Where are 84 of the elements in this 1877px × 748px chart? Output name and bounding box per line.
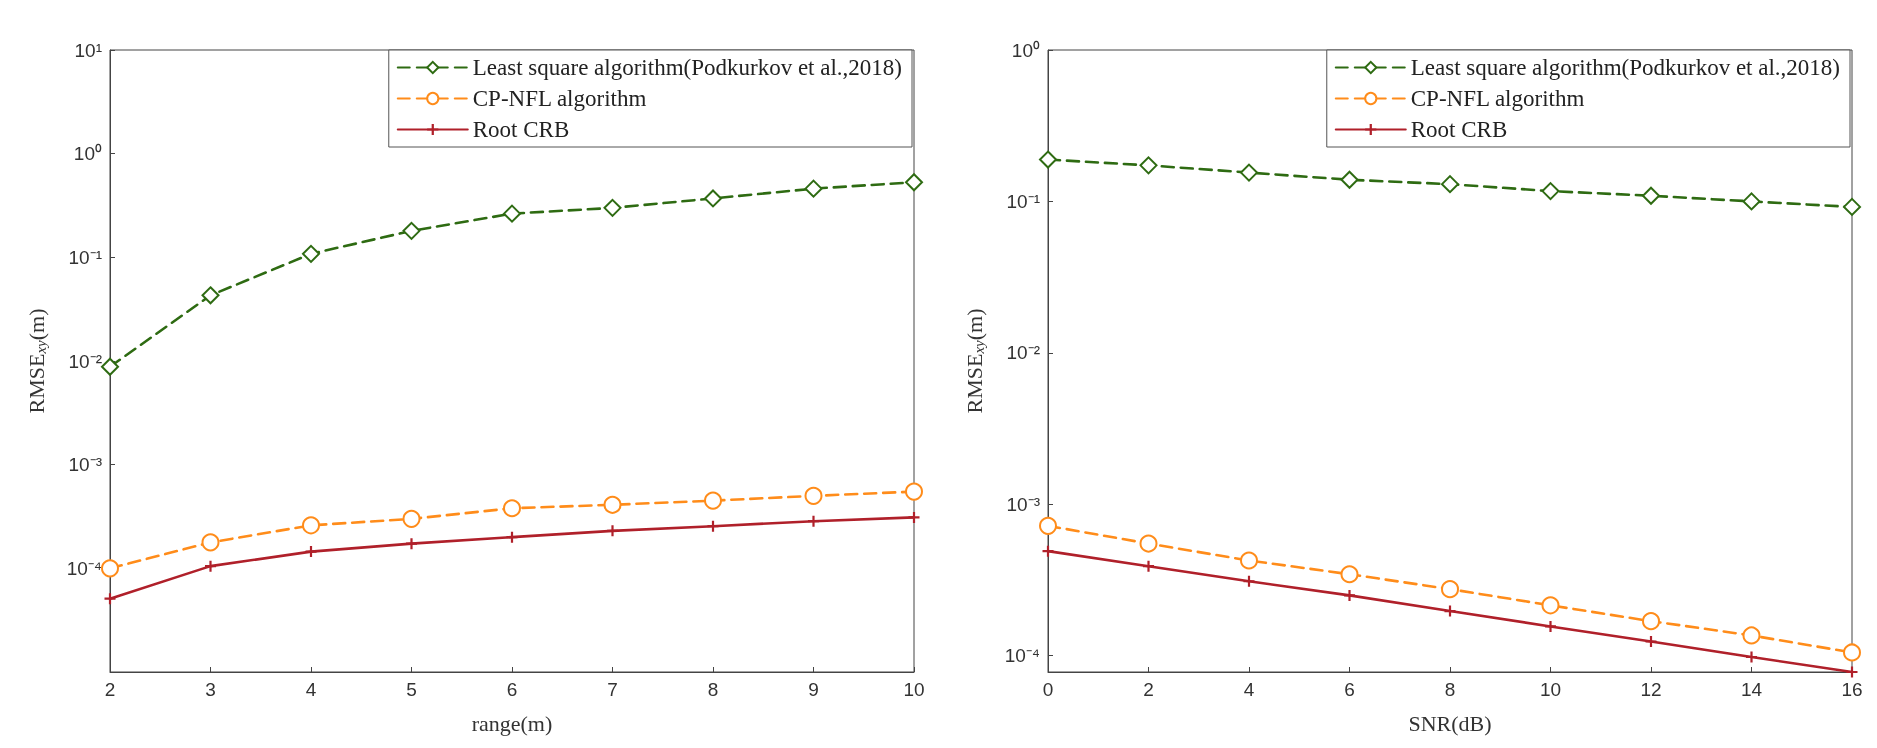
x-tick-label: 6 xyxy=(506,679,518,700)
x-tick-label: 2 xyxy=(1143,679,1154,700)
x-tick-label: 4 xyxy=(1243,679,1255,700)
point xyxy=(1642,612,1660,631)
x-tick-label: 16 xyxy=(1841,679,1863,700)
point xyxy=(302,244,320,263)
x-tick-label: 10 xyxy=(903,679,925,700)
point xyxy=(503,499,521,518)
point xyxy=(1139,156,1158,175)
x-tick-label: 10 xyxy=(1539,679,1562,700)
point xyxy=(607,525,618,537)
legend-label: Root CRB xyxy=(472,117,570,142)
point xyxy=(804,179,823,198)
x-tick-label: 14 xyxy=(1740,679,1763,700)
point xyxy=(1742,192,1761,211)
x-axis-title: SNR(dB) xyxy=(1408,710,1492,736)
y-tick-label: 10⁻³ xyxy=(68,454,102,476)
y-tick-label: 10⁰ xyxy=(73,143,102,165)
point xyxy=(1039,150,1057,169)
point xyxy=(1139,534,1158,553)
point xyxy=(603,495,622,514)
x-tick-label: 5 xyxy=(406,679,417,700)
point xyxy=(402,509,421,528)
point xyxy=(704,189,722,208)
y-axis-title: RMSExy(m) xyxy=(962,308,987,414)
point xyxy=(1742,626,1761,645)
point xyxy=(1240,551,1258,570)
point xyxy=(205,560,216,572)
point xyxy=(101,559,119,578)
point xyxy=(101,357,119,376)
point xyxy=(1441,175,1459,194)
point xyxy=(402,221,421,240)
point xyxy=(1340,170,1359,189)
legend-label: CP-NFL algorithm xyxy=(1410,86,1585,111)
point xyxy=(1843,643,1861,662)
point xyxy=(1545,620,1556,632)
y-tick-label: 10⁻¹ xyxy=(1006,190,1040,212)
point xyxy=(503,204,521,223)
point xyxy=(1645,636,1657,648)
point xyxy=(1642,186,1660,205)
point xyxy=(704,491,722,510)
x-tick-label: 8 xyxy=(1444,679,1456,700)
point xyxy=(1541,596,1560,615)
x-tick-label: 8 xyxy=(707,679,719,700)
x-tick-label: 7 xyxy=(607,679,618,700)
y-tick-label: 10⁻⁴ xyxy=(1004,645,1040,667)
point xyxy=(808,515,819,527)
y-tick-label: 10¹ xyxy=(74,39,102,61)
x-tick-label: 6 xyxy=(1344,679,1355,700)
x-axis-title: range(m) xyxy=(471,710,553,736)
y-tick-label: 10⁻³ xyxy=(1006,493,1040,515)
y-tick-label: 10⁻² xyxy=(68,350,102,372)
x-tick-label: 9 xyxy=(808,679,819,700)
point xyxy=(804,486,823,505)
legend-label: Root CRB xyxy=(1410,117,1508,142)
point xyxy=(201,533,220,552)
legend-label: CP-NFL algorithm xyxy=(472,86,647,111)
y-tick-label: 10⁻⁴ xyxy=(66,557,102,579)
point xyxy=(201,286,220,305)
x-tick-label: 12 xyxy=(1640,679,1662,700)
point xyxy=(1843,197,1861,216)
x-tick-label: 2 xyxy=(104,679,116,700)
point xyxy=(302,516,320,535)
point xyxy=(1143,560,1154,572)
point xyxy=(1441,580,1459,599)
point xyxy=(905,173,923,192)
x-tick-label: 3 xyxy=(205,679,216,700)
y-axis-title: RMSExy(m) xyxy=(24,308,49,414)
point xyxy=(905,482,923,501)
x-tick-label: 4 xyxy=(305,679,317,700)
point xyxy=(1344,589,1355,601)
point xyxy=(1340,565,1359,584)
x-tick-label: 0 xyxy=(1042,679,1054,700)
point xyxy=(1746,651,1757,663)
legend-label: Least square algorithm(Podkurkov et al.,2018) xyxy=(472,55,903,80)
legend-label: Least square algorithm(Podkurkov et al.,2018) xyxy=(1410,55,1841,80)
point xyxy=(1039,516,1057,535)
y-tick-label: 10⁻² xyxy=(1006,342,1040,364)
y-tick-label: 10⁻¹ xyxy=(68,246,102,268)
point xyxy=(1541,182,1560,201)
point xyxy=(1240,163,1258,182)
point xyxy=(603,198,622,217)
point xyxy=(406,538,417,550)
y-tick-label: 10⁰ xyxy=(1011,39,1040,61)
